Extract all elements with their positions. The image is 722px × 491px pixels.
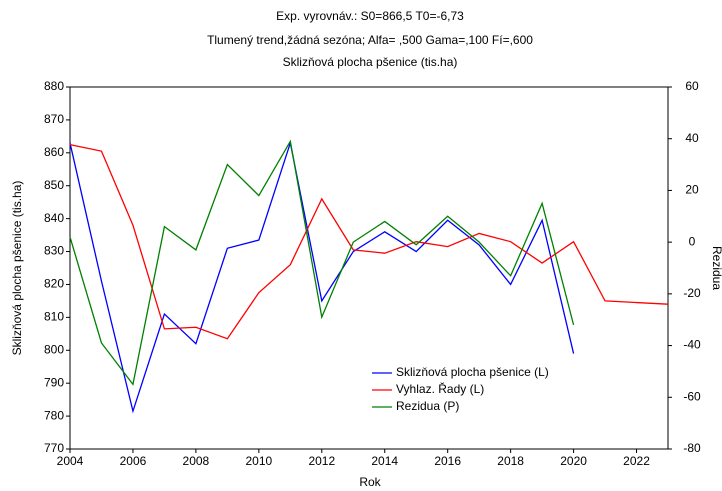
x-tick-label: 2022 [623,454,650,468]
legend-label: Rezidua (P) [396,399,459,413]
series-line [69,143,669,340]
y2-axis-label: Rezidua [710,246,722,290]
y-tick-label: 780 [44,408,64,422]
y-tick-label: 790 [44,375,64,389]
x-tick-label: 2020 [560,454,587,468]
y2-tick-label: -20 [683,286,701,300]
x-tick-label: 2010 [245,454,272,468]
x-tick-label: 2004 [57,454,84,468]
y2-tick-label: 0 [689,234,696,248]
y-tick-label: 800 [44,342,64,356]
y-tick-label: 870 [44,112,64,126]
y2-tick-label: 60 [685,79,699,93]
chart-subtitle: Sklizňová plocha pšenice (tis.ha) [283,55,458,69]
y-tick-label: 830 [44,244,64,258]
y-tick-label: 820 [44,277,64,291]
y2-tick-label: -60 [683,389,701,403]
y-tick-label: 810 [44,310,64,324]
x-tick-label: 2008 [183,454,210,468]
series-line [69,140,575,414]
x-tick-label: 2006 [120,454,147,468]
chart-subtitle: Tlumený trend,žádná sezóna; Alfa= ,500 G… [207,33,533,47]
plot-frame [69,86,669,450]
x-tick-label: 2018 [497,454,524,468]
legend-label: Vyhlaz. Řady (L) [396,381,484,396]
y2-tick-label: 40 [685,131,699,145]
chart-title: Exp. vyrovnáv.: S0=866,5 T0=-6,73 [276,9,464,23]
y2-tick-label: 20 [685,183,699,197]
x-axis-label: Rok [359,475,381,489]
y-tick-label: 850 [44,178,64,192]
series-line [69,139,575,386]
y2-tick-label: -40 [683,338,701,352]
y2-tick-label: -80 [683,441,701,455]
legend-label: Sklizňová plocha pšenice (L) [396,365,549,379]
x-tick-label: 2012 [308,454,335,468]
y-tick-label: 880 [44,79,64,93]
y-tick-label: 860 [44,145,64,159]
x-tick-label: 2016 [434,454,461,468]
y-tick-label: 770 [44,441,64,455]
y-axis-label: Sklizňová plocha pšenice (tis.ha) [10,181,24,356]
y-tick-label: 840 [44,211,64,225]
x-tick-label: 2014 [371,454,398,468]
